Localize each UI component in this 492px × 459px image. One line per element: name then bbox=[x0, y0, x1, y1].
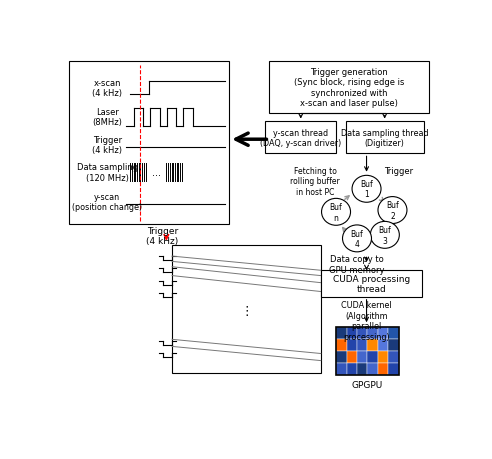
Text: Fetching to
rolling buffer
in host PC: Fetching to rolling buffer in host PC bbox=[290, 167, 340, 196]
Text: Laser
(8MHz): Laser (8MHz) bbox=[92, 108, 122, 127]
Circle shape bbox=[378, 197, 407, 224]
Bar bbox=[378, 363, 389, 375]
Bar bbox=[346, 351, 357, 363]
Text: Trigger
(4 kHz): Trigger (4 kHz) bbox=[92, 135, 122, 155]
Text: x-scan
(4 kHz): x-scan (4 kHz) bbox=[92, 78, 122, 98]
Bar bbox=[389, 363, 399, 375]
Bar bbox=[378, 351, 389, 363]
Bar bbox=[336, 351, 346, 363]
Text: Buf
3: Buf 3 bbox=[378, 226, 391, 245]
Text: Trigger: Trigger bbox=[384, 167, 413, 175]
Bar bbox=[389, 351, 399, 363]
Bar bbox=[346, 339, 357, 351]
Bar bbox=[368, 327, 378, 339]
Bar bbox=[172, 246, 321, 373]
Bar bbox=[389, 339, 399, 351]
Text: Trigger generation
(Sync block, rising edge is
synchronized with
x-scan and lase: Trigger generation (Sync block, rising e… bbox=[294, 68, 404, 108]
Text: GPGPU: GPGPU bbox=[352, 380, 383, 389]
Bar bbox=[368, 339, 378, 351]
Circle shape bbox=[322, 199, 350, 226]
Bar bbox=[346, 363, 357, 375]
Text: y-scan
(position change): y-scan (position change) bbox=[72, 192, 142, 212]
Text: Buf
2: Buf 2 bbox=[386, 201, 399, 220]
Text: ⋮: ⋮ bbox=[240, 305, 253, 318]
Text: ...: ... bbox=[153, 168, 161, 178]
Text: Data copy to
GPU memory: Data copy to GPU memory bbox=[329, 255, 385, 274]
Bar bbox=[321, 271, 422, 297]
Bar bbox=[346, 327, 357, 339]
Bar bbox=[389, 327, 399, 339]
Bar bbox=[357, 351, 368, 363]
Bar bbox=[345, 122, 424, 154]
Text: Buf
n: Buf n bbox=[330, 203, 342, 222]
Text: CUDA kernel
(Algorithm
parallel
processing): CUDA kernel (Algorithm parallel processi… bbox=[341, 301, 392, 341]
Bar bbox=[357, 339, 368, 351]
Bar bbox=[368, 363, 378, 375]
Bar bbox=[336, 339, 346, 351]
Bar bbox=[336, 363, 346, 375]
Circle shape bbox=[370, 222, 400, 249]
Bar bbox=[336, 327, 346, 339]
Bar bbox=[336, 327, 399, 375]
Circle shape bbox=[342, 225, 371, 252]
Bar bbox=[357, 327, 368, 339]
Text: Buf
4: Buf 4 bbox=[351, 229, 364, 248]
Bar bbox=[378, 339, 389, 351]
Text: Buf
1: Buf 1 bbox=[360, 180, 373, 199]
Text: CUDA processing
thread: CUDA processing thread bbox=[333, 274, 410, 294]
Bar bbox=[266, 122, 336, 154]
Bar bbox=[378, 327, 389, 339]
Bar bbox=[357, 363, 368, 375]
Bar bbox=[69, 62, 229, 225]
Text: Data sampling thread
(Digitizer): Data sampling thread (Digitizer) bbox=[341, 129, 429, 148]
Bar bbox=[368, 351, 378, 363]
Text: y-scan thread
(DAQ, y-scan driver): y-scan thread (DAQ, y-scan driver) bbox=[260, 129, 341, 148]
Text: Data sampling
(120 MHz): Data sampling (120 MHz) bbox=[77, 163, 138, 182]
Bar bbox=[269, 62, 430, 113]
Text: Trigger
(4 kHz): Trigger (4 kHz) bbox=[147, 226, 179, 246]
Circle shape bbox=[352, 176, 381, 203]
